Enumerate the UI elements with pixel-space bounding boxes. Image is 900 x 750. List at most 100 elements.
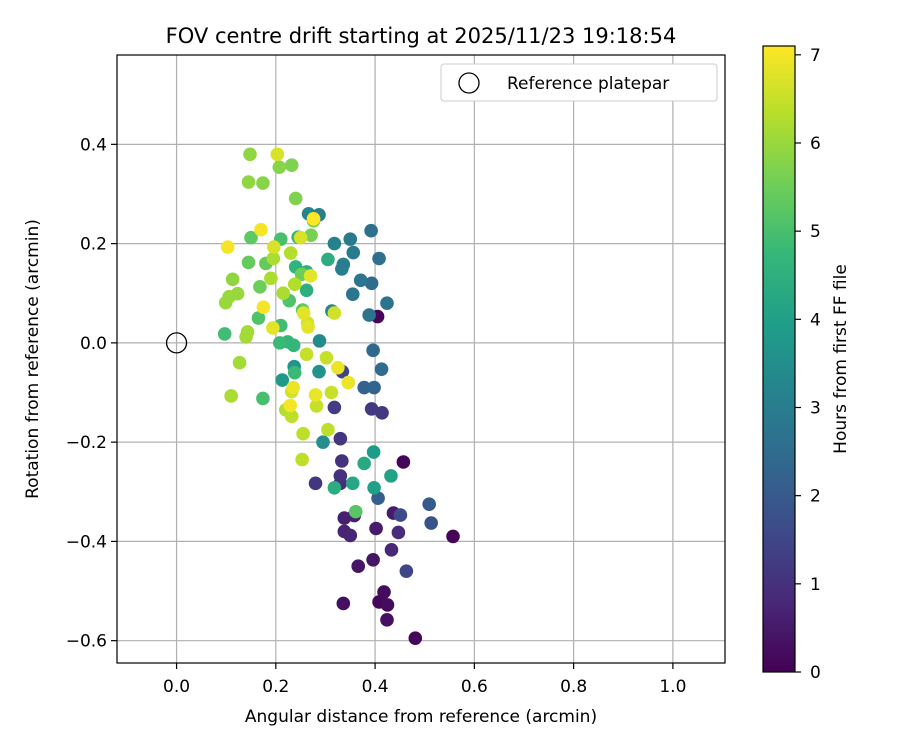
data-point [309,399,324,413]
data-point [264,271,278,286]
x-axis-ticks: 0.0 0.2 0.4 0.6 0.8 1.0 [163,663,686,697]
y-tick-label: 0.4 [80,135,107,155]
x-axis-label: Angular distance from reference (arcmin) [245,707,597,727]
data-point [276,286,291,301]
colorbar-tick-label: 3 [810,398,821,418]
data-point [366,552,380,567]
data-point [333,469,348,483]
data-point [333,431,348,446]
data-point [424,516,438,530]
data-point [283,246,298,260]
data-point [369,521,383,536]
colorbar-ticks: 0 1 2 3 4 5 6 7 [795,46,821,683]
data-point [288,191,303,206]
colorbar-tick-label: 4 [810,310,821,330]
data-point [225,272,240,287]
data-point [266,321,280,335]
data-point [284,158,299,172]
data-point [270,147,285,162]
data-point [380,613,394,627]
colorbar-tick-label: 5 [810,222,821,242]
data-point [343,528,358,543]
data-point [241,255,256,270]
data-point [254,222,268,237]
y-tick-label: 0.0 [80,334,107,354]
data-point [321,252,335,267]
data-point [375,406,389,420]
data-point [374,362,389,376]
y-tick-label: −0.4 [66,532,107,552]
data-point [353,273,368,288]
colorbar-tick-label: 2 [810,487,821,507]
data-point [327,306,342,320]
data-point [331,360,345,375]
y-tick-label: −0.2 [66,433,107,453]
data-point [244,230,258,245]
data-point [293,230,308,245]
data-point [324,385,339,400]
data-point [303,269,318,283]
data-point [296,426,310,441]
data-point [287,365,302,380]
y-tick-label: −0.6 [66,632,107,652]
colorbar-tick-label: 7 [810,46,821,66]
data-point [341,375,356,390]
data-point [380,296,394,310]
data-point [308,388,323,402]
data-point [256,391,270,406]
y-tick-label: 0.2 [80,235,107,255]
data-point [408,631,423,645]
data-point [391,525,406,540]
data-point [345,476,360,491]
colorbar-gradient [762,45,796,673]
data-point [371,491,385,506]
data-point [286,380,300,395]
data-point [327,480,342,495]
data-point [267,240,281,254]
data-point [224,389,238,403]
data-point [312,364,326,379]
data-point [319,350,334,365]
data-point [351,559,366,574]
x-tick-label: 0.8 [560,677,587,697]
data-point [220,240,235,254]
data-point [399,564,414,578]
x-tick-label: 0.4 [362,677,389,697]
data-point [364,223,378,238]
data-point [343,232,358,246]
data-point [316,435,330,449]
data-point [299,283,314,298]
chart-title: FOV centre drift starting at 2025/11/23 … [166,24,677,48]
data-point [232,355,247,370]
data-point [256,300,271,314]
data-point [304,228,318,242]
plot-frame [116,54,726,664]
data-point [240,325,255,339]
data-point [308,476,323,491]
data-point [377,585,391,599]
data-point [366,445,381,459]
data-point [253,279,267,294]
data-point [357,456,371,471]
data-point [222,289,236,304]
x-tick-label: 0.6 [461,677,488,697]
x-tick-label: 1.0 [659,677,686,697]
data-point [336,596,351,611]
data-point [384,469,398,483]
data-point [364,402,379,416]
grid [117,55,725,663]
data-point [321,422,335,437]
data-point [312,334,327,348]
legend: Reference platepar [440,63,718,102]
data-point [366,343,380,358]
data-point [362,308,376,322]
data-point [446,529,460,544]
data-point [372,251,386,266]
data-point [346,245,361,260]
data-point [243,147,257,162]
data-point [345,287,360,302]
legend-box [440,63,718,102]
data-point [284,409,299,424]
data-point [301,320,315,334]
